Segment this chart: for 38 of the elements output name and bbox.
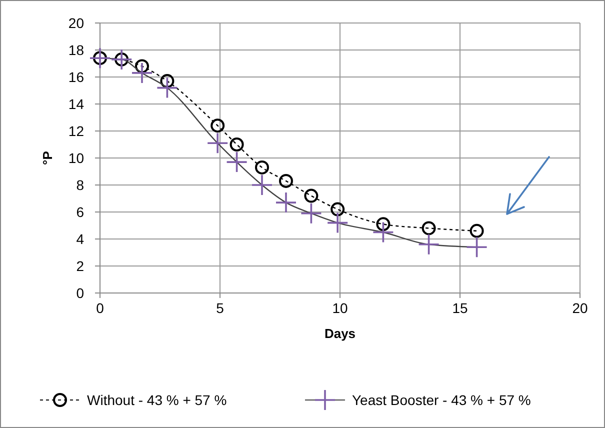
point [230,138,244,152]
y-tick-label: 6 [76,204,84,220]
point [276,192,296,213]
point [279,174,293,188]
y-tick-label: 0 [76,284,84,301]
point [376,217,390,232]
y-tick-label: 10 [68,150,84,166]
y-tick-label: 8 [76,176,84,193]
point [255,160,269,174]
point [422,221,436,236]
x-tick-label: 10 [332,300,348,316]
x-tick-label: 20 [572,300,588,316]
point [466,237,487,258]
x-tick-label: 5 [216,300,224,316]
point [226,152,247,172]
y-tick-label: 16 [68,68,84,85]
point [301,203,322,224]
x-tick-label: 15 [452,300,468,316]
x-axis-title: Days [324,326,356,341]
point [132,62,152,83]
y-tick-label: 18 [68,42,84,58]
point [330,202,345,216]
legend-label: Without - 43 % + 57 % [87,392,227,408]
point [470,224,484,238]
point [210,118,225,133]
y-tick-label: 20 [68,14,84,31]
y-axis-title: °P [40,150,55,165]
point [252,175,272,195]
y-tick-label: 14 [68,96,84,112]
x-tick-label: 0 [96,300,104,316]
point [304,188,318,203]
point [418,234,439,254]
point [328,212,348,233]
legend-label: Yeast Booster - 43 % + 57 % [352,392,531,408]
y-tick-label: 2 [76,258,84,274]
point [208,133,228,154]
y-tick-label: 4 [76,230,84,247]
y-tick-label: 12 [68,122,84,139]
